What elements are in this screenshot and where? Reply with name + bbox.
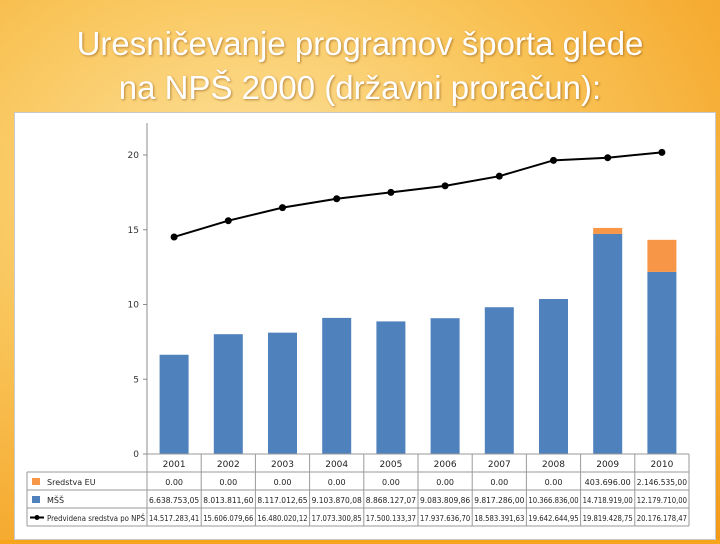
line-npš — [173, 151, 662, 238]
legend-label-1: MŠŠ — [47, 494, 64, 505]
table-cell-1-2007: 9.817.286,00 — [474, 496, 524, 505]
y-tick-label-0: 0 — [133, 450, 139, 460]
table-cell-1-2004: 9.103.870,08 — [312, 496, 362, 505]
line-point-2009 — [604, 154, 612, 162]
table-cell-0-2007: 0.00 — [490, 478, 508, 487]
table-cell-0-2002: 0.00 — [219, 478, 237, 487]
table-cell-2-2007: 18.583.391,63 — [474, 514, 524, 523]
bar-eu-2010 — [647, 239, 677, 272]
line-point-2002 — [224, 217, 232, 225]
bar-mss-2007 — [484, 307, 514, 454]
table-cell-2-2005: 17.500.133,37 — [366, 514, 416, 523]
bar-mss-2010 — [647, 271, 677, 454]
table-cell-1-2010: 12.179.710,00 — [637, 496, 687, 505]
slide-title-line1: Uresničevanje programov športa glede — [76, 25, 644, 62]
legend-marker-1 — [32, 496, 40, 503]
y-tick-label-2: 10 — [128, 301, 140, 311]
table-cell-0-2010: 2.146.535,00 — [637, 478, 687, 487]
table-cell-2-2001: 14.517.283,41 — [149, 514, 199, 523]
table-cell-2-2003: 16.480.020,12 — [257, 514, 307, 523]
bar-mss-2009 — [593, 233, 623, 454]
y-tick-label-3: 15 — [128, 226, 139, 236]
bar-mss-2004 — [322, 317, 352, 454]
line-point-2005 — [387, 188, 395, 196]
table-cell-2-2010: 20.176.178,47 — [637, 514, 687, 523]
y-tick-label-1: 5 — [133, 375, 139, 385]
x-tick-label-2010: 2010 — [650, 460, 673, 470]
bar-mss-2002 — [213, 334, 243, 454]
table-cell-2-2008: 19.642.644,95 — [528, 514, 578, 523]
table-cell-2-2004: 17.073.300,85 — [312, 514, 362, 523]
bar-mss-2006 — [430, 318, 460, 454]
legend-label-0: Sredstva EU — [47, 478, 96, 487]
table-cell-1-2001: 6.638.753,05 — [149, 496, 199, 505]
table-cell-2-2002: 15.606.079,66 — [203, 514, 253, 523]
table-cell-1-2008: 10.366.836,00 — [528, 496, 578, 505]
table-cell-0-2001: 0.00 — [165, 478, 183, 487]
x-tick-label-2003: 2003 — [271, 460, 294, 470]
bar-mss-2008 — [539, 299, 568, 454]
table-cell-0-2008: 0.00 — [545, 478, 563, 487]
line-point-2007 — [495, 172, 503, 180]
x-tick-label-2002: 2002 — [217, 460, 240, 470]
x-tick-label-2001: 2001 — [163, 460, 186, 470]
line-point-2004 — [333, 195, 341, 203]
x-tick-label-2009: 2009 — [596, 460, 619, 470]
line-point-2008 — [550, 156, 557, 164]
bar-eu-2009 — [593, 227, 623, 234]
table-cell-0-2005: 0.00 — [382, 478, 400, 487]
bar-mss-2001 — [159, 354, 189, 454]
table-cell-0-2004: 0.00 — [328, 478, 346, 487]
x-tick-label-2005: 2005 — [379, 460, 402, 470]
chart-container: 0 5 10 15 20 2001 2002 2003 2004 2005 2006 2007 2008… — [14, 112, 716, 540]
line-point-2001 — [170, 233, 178, 241]
x-tick-label-2007: 2007 — [488, 460, 511, 470]
table-cell-0-2009: 403.696.00 — [585, 478, 631, 487]
table-cell-1-2003: 8.117.012,65 — [257, 496, 307, 505]
table-cell-1-2009: 14.718.919,00 — [583, 496, 633, 505]
bar-mss-2005 — [376, 321, 406, 454]
legend-label-2: Predvidena sredstva po NPŠ — [47, 512, 145, 523]
table-cell-1-2002: 8.013.811,60 — [203, 496, 253, 505]
x-tick-label-2004: 2004 — [325, 460, 348, 470]
bar-mss-2003 — [268, 332, 297, 454]
table-cell-0-2003: 0.00 — [274, 478, 292, 487]
line-point-2010 — [658, 148, 666, 156]
x-tick-label-2008: 2008 — [542, 460, 565, 470]
table-cell-2-2006: 17.937.636,70 — [420, 514, 470, 523]
table-cell-1-2006: 9.083.809,86 — [420, 496, 470, 505]
slide-title: Uresničevanje programov športa glede na … — [0, 22, 720, 110]
x-tick-label-2006: 2006 — [434, 460, 457, 470]
table-cell-1-2005: 8.868.127,07 — [366, 496, 416, 505]
slide-title-line2: na NPŠ 2000 (državni proračun): — [118, 69, 602, 106]
line-point-2006 — [441, 182, 449, 190]
chart-svg: 0 5 10 15 20 2001 2002 2003 2004 2005 2006 2007 2008… — [26, 123, 690, 527]
legend-marker-dot-2 — [34, 515, 40, 520]
table-cell-2-2009: 19.819.428,75 — [583, 514, 633, 523]
line-point-2003 — [279, 204, 286, 212]
legend-marker-0 — [32, 478, 40, 485]
y-tick-label-4: 20 — [128, 151, 140, 161]
table-cell-0-2006: 0.00 — [436, 478, 454, 487]
